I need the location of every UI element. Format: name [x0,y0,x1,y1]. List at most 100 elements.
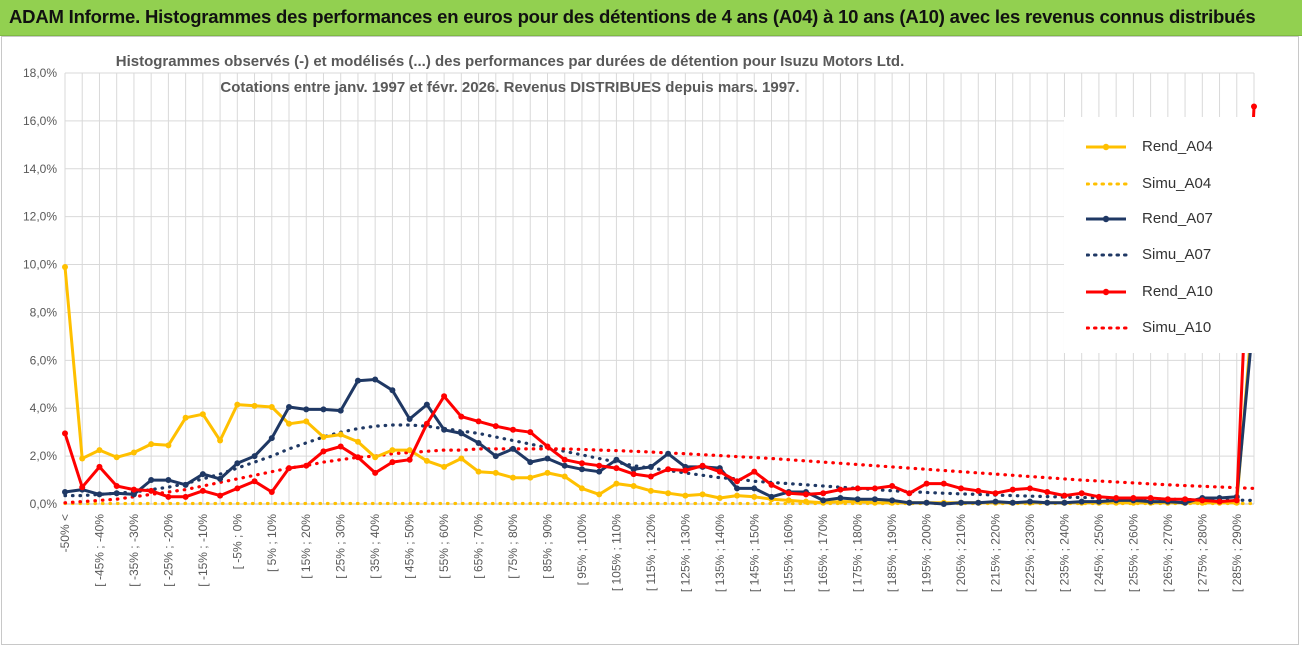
x-tick-label: [ -25% ; -20% [161,514,175,587]
y-tick-label: 16,0% [23,114,57,128]
data-point [1044,489,1051,496]
data-point [1251,103,1257,110]
data-point [889,483,896,490]
x-tick-label: [ 165% ; 170% [816,514,830,592]
data-point [751,468,758,475]
legend-item-rend-a07[interactable]: Rend_A07 [1086,206,1213,230]
data-point [665,466,672,473]
data-point [958,485,965,492]
data-point [165,442,172,449]
legend-label: Simu_A07 [1142,245,1212,263]
legend-swatch-simu-a04 [1085,177,1142,189]
data-point [303,462,310,469]
data-point [1078,490,1085,497]
x-axis: -50% < [ -45% ; -40% [ -35% ; -30% [ -25% ;… [58,514,1244,592]
data-point [1044,499,1051,506]
x-tick-label: [ 205% ; 210% [954,514,968,592]
x-tick-label: [ 75% ; 80% [506,514,520,579]
data-point [647,473,654,480]
data-point [492,469,499,476]
data-point [389,459,396,466]
data-point [1164,496,1171,503]
data-point [768,493,775,500]
data-point [613,456,620,463]
x-tick-label: [ 135% ; 140% [713,514,727,592]
data-point [441,393,448,400]
x-tick-label: [ 175% ; 180% [851,514,865,592]
data-point [372,454,379,461]
data-point [561,456,568,463]
data-point [975,499,982,506]
data-point [199,487,206,494]
data-point [130,491,137,498]
x-tick-label: [ 215% ; 220% [989,514,1003,592]
data-point [406,456,413,463]
legend-swatch-rend-a10 [1086,285,1142,297]
data-point [372,469,379,476]
data-point [1182,496,1189,503]
data-point [268,435,275,442]
legend [1064,117,1280,353]
x-tick-label: [ 255% ; 260% [1126,514,1140,592]
data-point [1147,495,1154,502]
data-point [79,484,86,491]
x-tick-label: [ 5% ; 10% [265,514,279,572]
x-tick-label: [ 235% ; 240% [1057,514,1071,592]
data-point [665,450,672,457]
data-point [940,480,947,487]
data-point [148,477,155,484]
data-point [1009,486,1016,493]
x-tick-label: [ 195% ; 200% [920,514,934,592]
x-tick-label: [ 285% ; 290% [1230,514,1244,592]
data-point [699,491,706,498]
chart-frame [1,36,1299,645]
data-point [958,499,965,506]
legend-item-simu-a10[interactable]: Simu_A10 [1085,315,1211,339]
legend-swatch-rend-a07 [1086,212,1142,224]
series-line [63,106,1256,504]
x-tick-label: -50% < [58,514,72,552]
data-point [1095,498,1102,505]
data-point [1026,498,1033,505]
series-simu-a07 [63,423,1256,502]
x-tick-label: [ -45% ; -40% [92,514,106,587]
x-tick-label: [ 25% ; 30% [334,514,348,579]
data-point [768,481,775,488]
data-point [441,426,448,433]
legend-item-simu-a07[interactable]: Simu_A07 [1085,242,1212,266]
legend-item-rend-a10[interactable]: Rend_A10 [1086,279,1213,303]
legend-label: Rend_A04 [1142,137,1213,155]
data-point [923,480,930,487]
data-point [130,486,137,493]
data-point [561,473,568,480]
data-point [751,493,758,500]
data-point [96,447,103,454]
data-point [268,489,275,496]
data-point [234,460,241,467]
data-point [337,407,344,414]
data-point [820,490,827,497]
data-point [441,463,448,470]
data-point [337,443,344,450]
data-point [647,487,654,494]
series-rend-a10 [62,103,1257,505]
data-point [286,465,293,472]
x-tick-label: [ 145% ; 150% [747,514,761,592]
data-point [992,490,999,497]
data-point [613,465,620,472]
data-point [699,462,706,469]
y-tick-label: 2,0% [30,449,58,463]
legend-label: Rend_A07 [1142,209,1213,227]
legend-item-rend-a04[interactable]: Rend_A04 [1086,134,1213,158]
data-point [182,414,189,421]
legend-label: Rend_A10 [1142,282,1213,300]
data-point [1061,499,1068,506]
data-point [1009,499,1016,506]
series-simu-a10 [63,447,1256,505]
data-point [182,481,189,488]
legend-item-simu-a04[interactable]: Simu_A04 [1085,171,1211,195]
data-point [320,433,327,440]
x-tick-label: [ 185% ; 190% [885,514,899,592]
data-point [906,499,913,506]
